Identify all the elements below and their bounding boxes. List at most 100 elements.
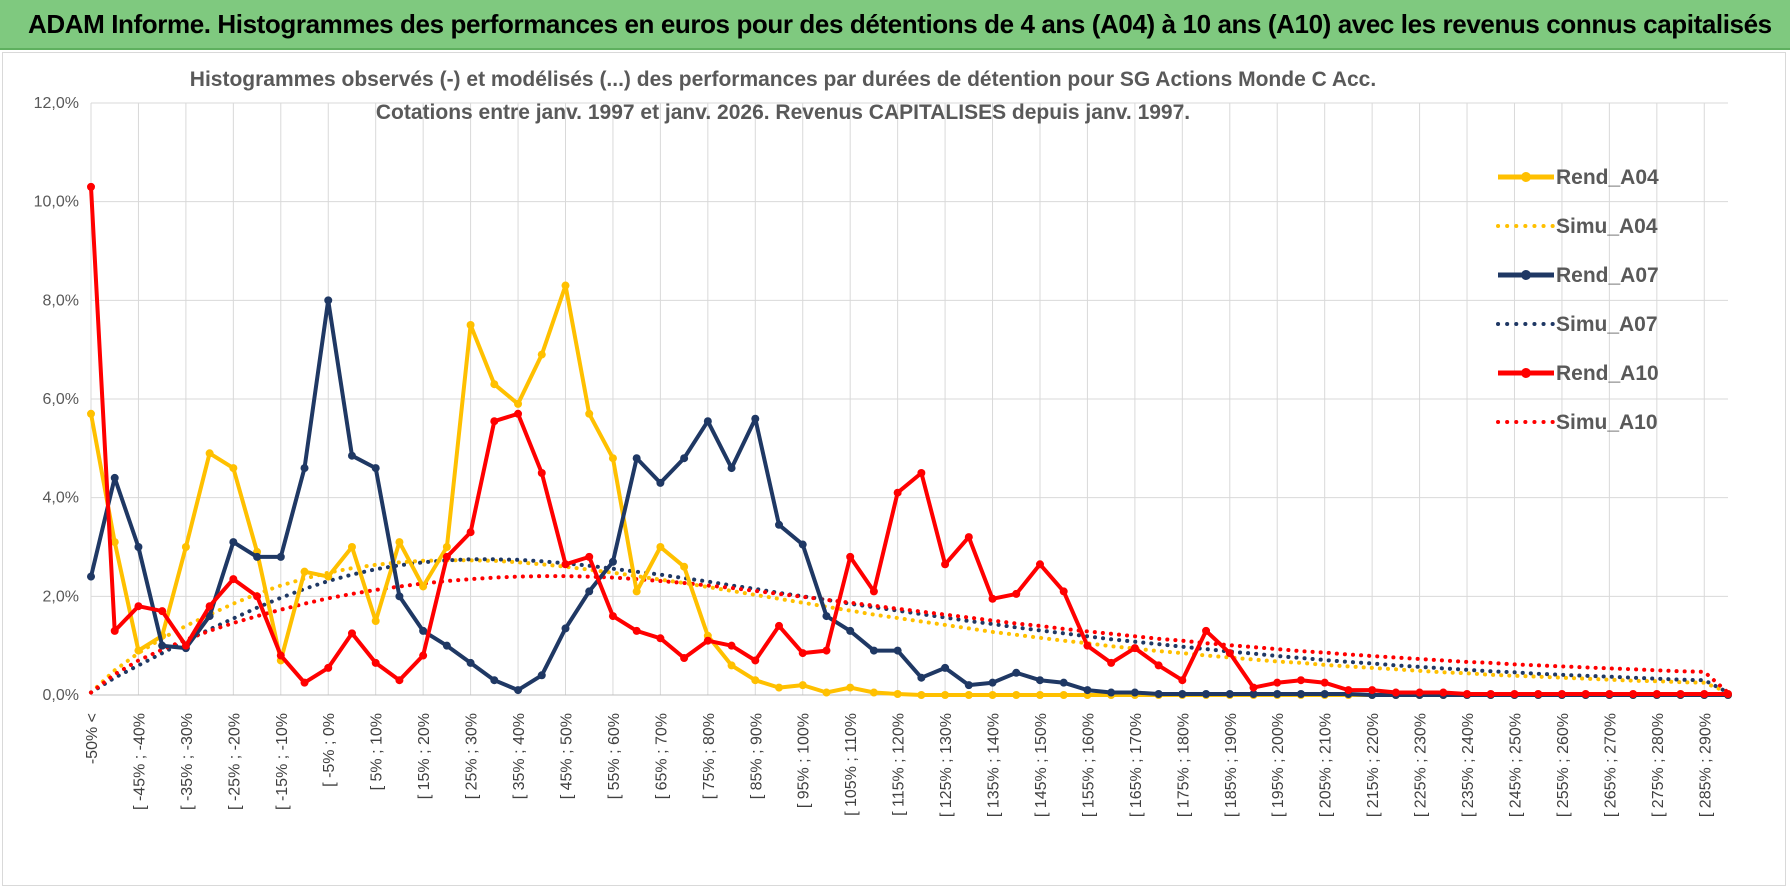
x-tick-label: [ -25% ; -20%: [226, 713, 243, 810]
x-tick-label: [ -15% ; -10%: [274, 713, 291, 810]
data-point-Rend_A07: [395, 592, 404, 601]
data-point-Rend_A10: [656, 634, 665, 643]
y-tick-label: 8,0%: [43, 292, 79, 309]
data-point-Rend_A07: [656, 478, 665, 487]
data-point-Rend_A07: [466, 658, 475, 667]
data-point-Rend_A10: [1463, 690, 1472, 699]
x-tick-label: [ -5% ; 0%: [321, 713, 338, 787]
data-point-Rend_A10: [988, 594, 997, 603]
data-point-Rend_A10: [1676, 690, 1685, 699]
x-tick-label: [ 105% ; 110%: [843, 713, 860, 816]
data-point-Rend_A07: [300, 464, 309, 473]
data-point-Rend_A04: [941, 691, 950, 699]
data-point-Rend_A04: [419, 582, 428, 591]
data-point-Rend_A04: [988, 691, 997, 699]
legend-label: Rend_A04: [1556, 166, 1659, 189]
data-point-Rend_A07: [822, 612, 831, 621]
data-point-Rend_A07: [371, 464, 380, 473]
data-point-Rend_A10: [585, 552, 594, 561]
x-tick-label: [ 215% ; 220%: [1365, 713, 1382, 817]
data-point-Rend_A10: [490, 417, 499, 426]
data-point-Rend_A04: [490, 380, 499, 389]
y-tick-label: 12,0%: [34, 95, 79, 112]
legend-label: Rend_A07: [1556, 264, 1659, 287]
data-point-Rend_A04: [347, 543, 356, 551]
legend-marker: [1521, 172, 1531, 182]
data-point-Rend_A10: [608, 612, 617, 621]
data-point-Rend_A07: [490, 676, 499, 685]
data-point-Rend_A07: [585, 587, 594, 596]
data-point-Rend_A04: [561, 281, 570, 290]
x-tick-label: [ 75% ; 80%: [701, 713, 718, 799]
data-point-Rend_A04: [680, 562, 689, 571]
data-point-Rend_A07: [680, 454, 689, 463]
data-point-Rend_A04: [514, 399, 523, 408]
legend-marker: [1521, 368, 1531, 378]
series-line-Rend_A10: [89, 186, 1728, 696]
data-point-Rend_A04: [822, 688, 831, 697]
legend-item-Rend_A10: Rend_A10: [1498, 362, 1659, 385]
series-Simu_A10: [89, 574, 1730, 695]
data-point-Rend_A07: [347, 451, 356, 460]
data-point-Rend_A10: [371, 658, 380, 667]
data-point-Rend_A04: [798, 681, 807, 690]
data-point-Rend_A07: [537, 671, 546, 680]
data-point-Rend_A07: [1202, 690, 1211, 699]
data-point-Rend_A07: [751, 414, 760, 423]
x-tick-label: [ 15% ; 20%: [416, 713, 433, 799]
data-point-Rend_A10: [1296, 676, 1305, 685]
data-point-Rend_A10: [941, 560, 950, 569]
data-point-Rend_A10: [1107, 658, 1116, 667]
axes: 0,0% 2,0% 4,0% 6,0% 8,0% 10,0% 12,0% -50% < [ -4…: [34, 95, 1728, 817]
data-point-Rend_A10: [87, 182, 95, 191]
data-point-Rend_A04: [134, 646, 143, 655]
data-point-Rend_A07: [917, 673, 926, 682]
data-point-Rend_A10: [1391, 688, 1400, 697]
chart-title-line1: Histogrammes observés (-) et modélisés (…: [190, 68, 1376, 91]
data-point-Rend_A07: [1225, 690, 1234, 699]
data-point-Rend_A07: [324, 296, 333, 305]
chart-frame: 0,0% 2,0% 4,0% 6,0% 8,0% 10,0% 12,0% -50% < [ -4…: [2, 52, 1786, 886]
legend-label: Simu_A10: [1556, 411, 1658, 434]
data-point-Rend_A04: [537, 350, 546, 359]
legend-item-Simu_A10: Simu_A10: [1496, 411, 1658, 434]
y-tick-label: 2,0%: [43, 588, 79, 605]
data-point-Rend_A07: [1012, 668, 1021, 677]
data-point-Rend_A10: [1154, 661, 1163, 670]
x-tick-label: [ 115% ; 120%: [891, 713, 908, 816]
data-point-Rend_A07: [1178, 690, 1187, 699]
data-point-Rend_A10: [1724, 690, 1732, 699]
y-tick-label: 10,0%: [34, 194, 79, 211]
x-tick-label: [ 145% ; 150%: [1033, 713, 1050, 817]
legend-marker: [1521, 270, 1531, 280]
data-point-Rend_A10: [514, 409, 523, 418]
data-point-Rend_A07: [442, 641, 451, 650]
data-point-Rend_A10: [1059, 587, 1068, 596]
data-point-Rend_A10: [110, 626, 119, 635]
data-point-Rend_A04: [869, 688, 878, 697]
data-point-Rend_A10: [869, 587, 878, 596]
legend-item-Simu_A07: Simu_A07: [1496, 313, 1658, 336]
data-point-Rend_A04: [466, 321, 475, 329]
data-point-Rend_A10: [1273, 678, 1282, 687]
data-point-Rend_A07: [1154, 690, 1163, 699]
data-point-Rend_A10: [775, 621, 784, 630]
data-point-Rend_A10: [1368, 686, 1377, 695]
data-point-Rend_A10: [134, 602, 143, 611]
data-point-Rend_A10: [1249, 683, 1258, 692]
x-tick-label: [ 85% ; 90%: [748, 713, 765, 799]
data-point-Rend_A10: [964, 533, 973, 542]
data-point-Rend_A10: [846, 552, 855, 561]
data-point-Rend_A10: [1130, 644, 1139, 653]
data-point-Rend_A07: [205, 612, 214, 621]
data-point-Rend_A10: [466, 528, 475, 537]
x-tick-label: [ 265% ; 270%: [1602, 713, 1619, 817]
x-tick-label: [ 155% ; 160%: [1080, 713, 1097, 817]
legend-label: Simu_A04: [1556, 215, 1658, 238]
data-point-Rend_A07: [276, 552, 285, 561]
data-point-Rend_A04: [775, 683, 784, 692]
series-line-Simu_A07: [89, 557, 1730, 695]
legend-label: Rend_A10: [1556, 362, 1659, 385]
data-point-Rend_A04: [300, 567, 309, 576]
data-point-Rend_A07: [1273, 690, 1282, 699]
